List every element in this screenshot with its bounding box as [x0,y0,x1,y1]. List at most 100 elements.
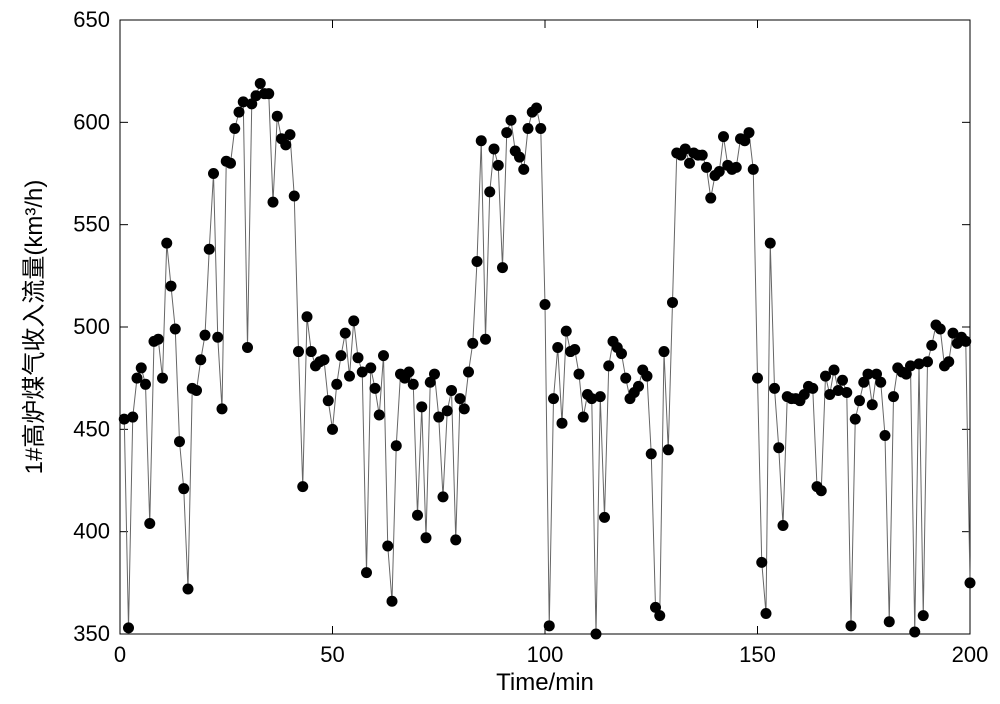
data-point [875,377,886,388]
data-point [387,596,398,607]
data-point [484,186,495,197]
data-point [497,262,508,273]
data-point [718,131,729,142]
data-point [263,88,274,99]
data-point [123,622,134,633]
data-point [170,324,181,335]
data-point [217,403,228,414]
data-point [633,381,644,392]
data-point [361,567,372,578]
data-point [268,197,279,208]
data-point [382,540,393,551]
data-point [280,139,291,150]
data-point [234,107,245,118]
data-point [884,616,895,627]
data-point [178,483,189,494]
data-point [416,401,427,412]
data-point [965,577,976,588]
data-point [166,281,177,292]
x-tick-label: 200 [952,642,989,667]
data-point [778,520,789,531]
data-point [943,356,954,367]
data-point [773,442,784,453]
data-point [595,391,606,402]
data-point [174,436,185,447]
data-point [225,158,236,169]
data-point [327,424,338,435]
data-point [888,391,899,402]
data-point [654,610,665,621]
data-point [591,629,602,640]
data-point [659,346,670,357]
data-point [918,610,929,621]
data-point [523,123,534,134]
data-point [731,162,742,173]
data-point [574,369,585,380]
data-point [880,430,891,441]
y-tick-label: 550 [73,212,110,237]
data-point [319,354,330,365]
data-point [204,244,215,255]
data-point [960,336,971,347]
data-point [297,481,308,492]
data-point [748,164,759,175]
data-point [548,393,559,404]
data-point [446,385,457,396]
data-point [599,512,610,523]
data-point [705,193,716,204]
data-point [552,342,563,353]
data-point [909,626,920,637]
data-point [867,399,878,410]
data-point [480,334,491,345]
data-point [153,334,164,345]
data-point [569,344,580,355]
data-point [557,418,568,429]
data-point [200,330,211,341]
data-point [353,352,364,363]
data-point [667,297,678,308]
data-point [701,162,712,173]
data-point [242,342,253,353]
data-point [195,354,206,365]
data-point [467,338,478,349]
data-point [306,346,317,357]
data-point [837,375,848,386]
chart-container: 050100150200350400450500550600650Time/mi… [0,0,1000,704]
y-tick-label: 650 [73,7,110,32]
data-point [144,518,155,529]
data-point [476,135,487,146]
data-point [391,440,402,451]
data-point [302,311,313,322]
data-point [348,315,359,326]
data-point [493,160,504,171]
data-point [374,410,385,421]
data-point [752,373,763,384]
data-point [157,373,168,384]
data-point [578,412,589,423]
data-point [540,299,551,310]
data-point [463,367,474,378]
data-line [124,83,970,634]
data-point [846,620,857,631]
data-point [850,414,861,425]
data-point [331,379,342,390]
data-point [293,346,304,357]
data-point [935,324,946,335]
data-point [455,393,466,404]
data-point [183,583,194,594]
data-point [408,379,419,390]
data-point [442,405,453,416]
data-point [501,127,512,138]
data-point [922,356,933,367]
data-point [285,129,296,140]
data-point [816,485,827,496]
data-point [531,103,542,114]
data-point [191,385,202,396]
data-point [344,371,355,382]
data-point [429,369,440,380]
data-point [229,123,240,134]
data-point [756,557,767,568]
data-point [854,395,865,406]
data-point [506,115,517,126]
data-point [336,350,347,361]
